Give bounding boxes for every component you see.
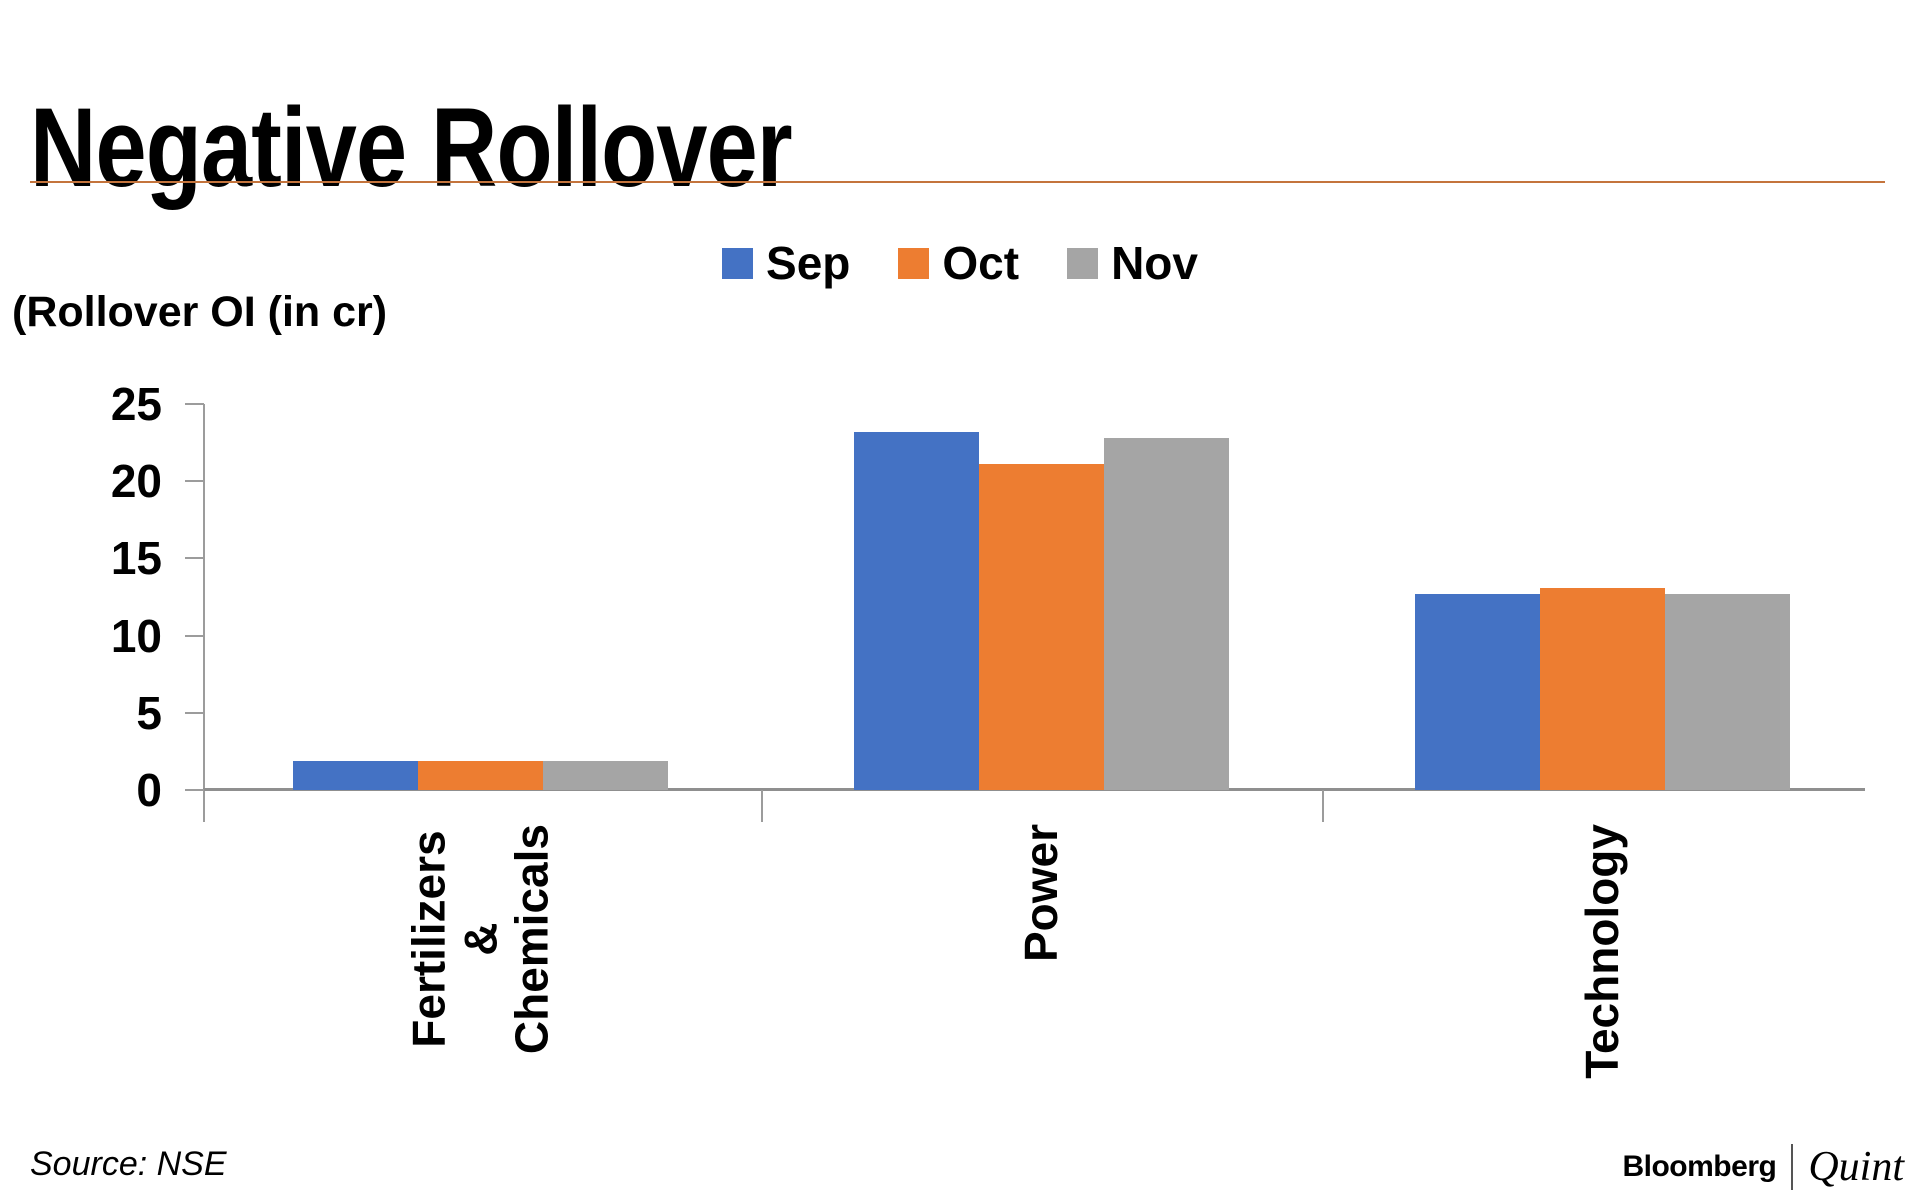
source-note: Source: NSE — [30, 1145, 227, 1183]
legend-item-oct: Oct — [898, 236, 1019, 290]
legend-item-nov: Nov — [1067, 236, 1198, 290]
y-tick-mark-5 — [185, 711, 204, 714]
title-rule — [30, 181, 1885, 183]
x-category-label-1: Power — [1014, 824, 1067, 963]
branding-bloomberg: Bloomberg — [1622, 1150, 1777, 1183]
x-category-label-0: Fertilizers & Chemicals — [402, 824, 558, 1055]
legend-label-nov: Nov — [1111, 237, 1198, 289]
y-tick-label-15: 15 — [110, 532, 162, 585]
legend-item-sep: Sep — [722, 236, 850, 290]
y-tick-label-0: 0 — [136, 764, 162, 816]
branding: Bloomberg Quint — [1622, 1144, 1904, 1190]
bar-oct-0 — [418, 760, 543, 790]
y-tick-mark-15 — [185, 557, 204, 560]
legend-swatch-oct — [898, 247, 930, 279]
y-tick-label-20: 20 — [110, 455, 162, 508]
legend-label-oct: Oct — [942, 237, 1020, 289]
branding-divider — [1791, 1144, 1794, 1190]
bar-nov-2 — [1665, 593, 1790, 790]
branding-quint: Quint — [1808, 1144, 1904, 1190]
y-tick-mark-25 — [185, 403, 204, 405]
legend: Sep Oct Nov — [0, 236, 1920, 290]
bar-sep-2 — [1415, 593, 1540, 790]
y-tick-mark-20 — [185, 480, 204, 483]
y-tick-label-5: 5 — [136, 686, 162, 739]
bar-oct-2 — [1540, 587, 1665, 790]
y-axis-line — [203, 404, 205, 822]
bar-sep-0 — [293, 760, 418, 790]
bar-nov-1 — [1104, 437, 1229, 790]
x-tick-mark-2 — [1322, 790, 1324, 822]
legend-swatch-sep — [722, 247, 754, 279]
bar-oct-1 — [979, 464, 1104, 790]
bar-sep-1 — [854, 431, 979, 790]
x-tick-mark-1 — [761, 790, 763, 822]
y-tick-label-25: 25 — [110, 378, 162, 430]
y-tick-label-10: 10 — [110, 609, 162, 662]
bar-nov-0 — [543, 760, 668, 790]
x-category-label-2: Technology — [1575, 824, 1628, 1079]
chart-title: Negative Rollover — [30, 85, 793, 211]
y-axis-title: (Rollover OI (in cr) — [12, 288, 388, 336]
legend-swatch-nov — [1067, 247, 1099, 279]
y-tick-mark-10 — [185, 634, 204, 637]
legend-label-sep: Sep — [766, 237, 851, 289]
y-tick-mark-0 — [185, 789, 204, 791]
